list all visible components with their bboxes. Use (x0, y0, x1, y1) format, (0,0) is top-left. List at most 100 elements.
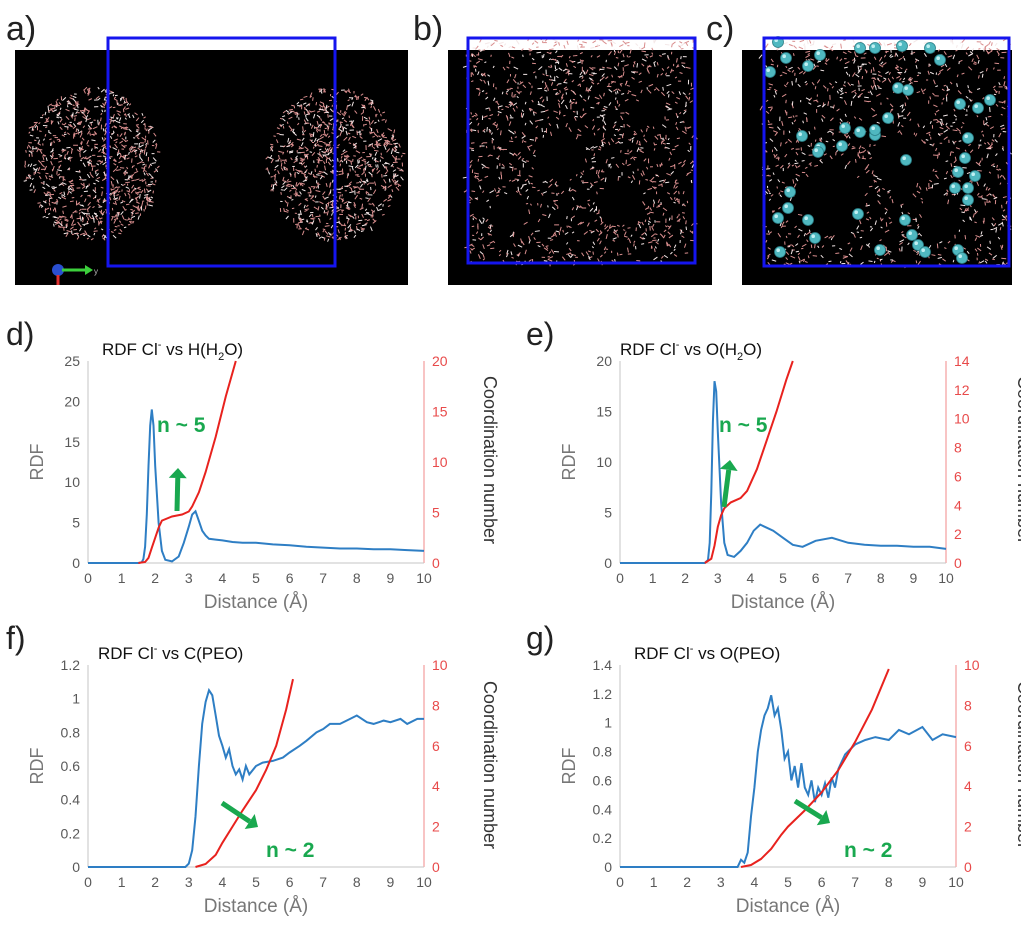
water-molecule (128, 114, 131, 119)
water-molecule (548, 79, 553, 81)
water-molecule (937, 256, 942, 260)
water-molecule (802, 71, 806, 75)
water-molecule (588, 255, 591, 261)
water-molecule (273, 168, 277, 171)
water-molecule (653, 39, 657, 44)
water-molecule (788, 66, 793, 70)
water-molecule (570, 253, 574, 258)
water-molecule (496, 157, 500, 160)
water-molecule (382, 136, 388, 139)
water-molecule (602, 107, 607, 111)
water-molecule (100, 88, 105, 93)
water-molecule (616, 224, 620, 227)
water-molecule (606, 229, 610, 232)
chloride-ion (962, 182, 974, 194)
water-molecule (659, 179, 665, 182)
water-molecule (590, 78, 593, 81)
chloride-ion (902, 84, 914, 96)
water-molecule (678, 161, 682, 165)
water-molecule (489, 43, 492, 47)
water-molecule (343, 136, 348, 141)
water-molecule (83, 182, 85, 188)
water-molecule (68, 180, 71, 184)
water-molecule (581, 76, 584, 80)
water-molecule (869, 157, 873, 160)
water-molecule (475, 60, 481, 64)
water-molecule (309, 92, 313, 98)
water-molecule (470, 128, 473, 131)
water-molecule (579, 59, 582, 62)
water-molecule (138, 206, 142, 212)
y-tick-label: 20 (596, 353, 612, 369)
water-molecule (515, 105, 518, 109)
water-molecule (529, 138, 535, 141)
water-molecule (918, 186, 922, 190)
water-molecule (899, 77, 902, 81)
water-molecule (655, 174, 659, 177)
water-molecule (354, 194, 359, 200)
water-molecule (54, 208, 57, 213)
water-molecule (479, 145, 482, 148)
water-molecule (992, 193, 995, 197)
water-molecule (509, 114, 512, 118)
x-tick-label: 1 (649, 570, 657, 586)
water-molecule (891, 76, 894, 80)
water-molecule (866, 202, 868, 207)
water-molecule (376, 129, 379, 134)
water-molecule (324, 108, 326, 111)
water-molecule (818, 60, 821, 62)
water-molecule (506, 66, 510, 69)
water-molecule (386, 148, 391, 153)
water-molecule (69, 214, 73, 219)
water-molecule (511, 166, 514, 172)
water-molecule (597, 258, 600, 262)
water-molecule (869, 227, 874, 232)
water-molecule (319, 123, 323, 129)
water-molecule (557, 60, 560, 65)
water-molecule (394, 145, 398, 148)
water-molecule (341, 112, 346, 117)
water-molecule (120, 223, 124, 226)
water-molecule (673, 244, 677, 249)
water-molecule (768, 179, 773, 182)
x-tick-label: 5 (779, 570, 787, 586)
water-molecule (865, 70, 868, 74)
water-molecule (513, 243, 516, 248)
water-molecule (295, 169, 301, 173)
water-molecule (628, 55, 631, 58)
water-molecule (923, 52, 927, 57)
water-molecule (370, 105, 373, 109)
water-molecule (635, 99, 640, 102)
water-molecule (297, 170, 302, 172)
water-molecule (81, 111, 85, 114)
water-molecule (794, 164, 798, 169)
water-molecule (781, 93, 787, 98)
water-molecule (647, 187, 653, 191)
water-molecule (790, 249, 794, 255)
water-molecule (380, 156, 384, 160)
water-molecule (491, 137, 495, 141)
water-molecule (916, 91, 921, 94)
water-molecule (123, 128, 128, 131)
water-molecule (788, 130, 791, 134)
water-molecule (472, 215, 478, 220)
water-molecule (533, 71, 536, 74)
water-molecule (978, 261, 981, 264)
water-molecule (936, 121, 939, 124)
water-molecule (62, 210, 64, 215)
water-molecule (880, 226, 883, 229)
water-molecule (568, 247, 572, 252)
water-molecule (627, 90, 632, 93)
water-molecule (133, 170, 139, 174)
water-molecule (130, 188, 135, 194)
water-molecule (653, 148, 656, 151)
water-molecule (1003, 76, 1006, 80)
water-molecule (659, 134, 662, 140)
water-molecule (938, 152, 941, 156)
water-molecule (673, 248, 676, 251)
water-molecule (348, 142, 352, 145)
water-molecule (637, 220, 642, 224)
water-molecule (81, 145, 83, 150)
water-molecule (555, 75, 559, 79)
x-tick-label: 8 (353, 874, 361, 890)
